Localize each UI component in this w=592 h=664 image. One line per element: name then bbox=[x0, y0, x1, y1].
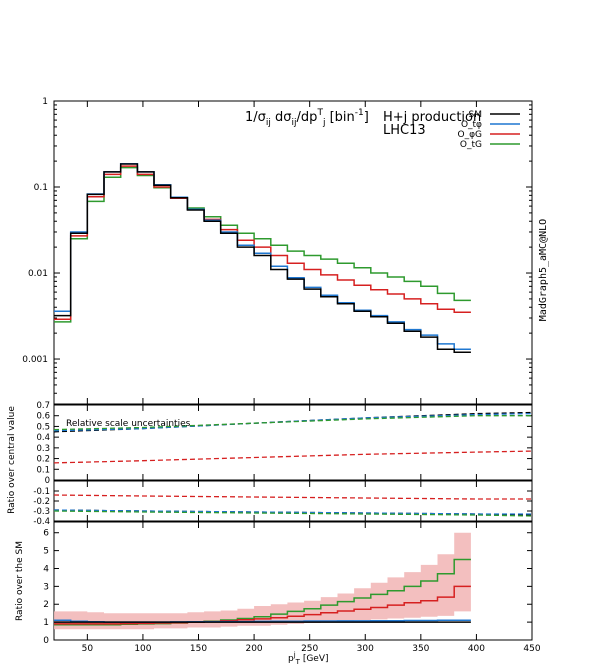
x-tick-label: 300 bbox=[357, 644, 374, 654]
main-series-SM bbox=[54, 163, 471, 353]
ratio-y-tick-label: 1 bbox=[43, 618, 49, 628]
scale-lower-tick-label: -0.2 bbox=[33, 497, 50, 507]
ratio-y-tick-label: 2 bbox=[43, 600, 49, 610]
x-tick-label: 50 bbox=[82, 644, 94, 654]
ratio-y-ticks: 0 1 2 3 4 5 6 bbox=[43, 529, 532, 646]
ratio-y-tick-label: 3 bbox=[43, 582, 49, 592]
main-histogram-lines bbox=[54, 163, 471, 353]
x-axis-ticks: 50 100 150 200 250 300 350 400 450 bbox=[82, 101, 541, 654]
ratio-band-area bbox=[54, 532, 471, 630]
ratio-uncertainty-band bbox=[54, 532, 471, 630]
x-tick-label: 200 bbox=[245, 644, 262, 654]
main-series-O_phiG bbox=[54, 165, 471, 321]
legend-label-otg: O_tG bbox=[460, 140, 482, 150]
main-y-tick-label: 0.01 bbox=[28, 269, 48, 279]
main-y-ticks: 1 0.1 0.01 0.001 bbox=[22, 97, 532, 405]
scale-line-O_tphi-down bbox=[53, 509, 532, 515]
process-label: H+j production bbox=[383, 110, 481, 125]
main-y-tick-label: 0.001 bbox=[22, 355, 48, 365]
x-tick-label: 450 bbox=[523, 644, 540, 654]
ratio-y-tick-label: 4 bbox=[43, 564, 49, 574]
main-panel-frame bbox=[53, 100, 533, 405]
x-tick-label: 250 bbox=[301, 644, 318, 654]
scale-lower-frame bbox=[53, 480, 533, 522]
legend-label-sm: SM bbox=[469, 110, 482, 120]
ratio-y-tick-label: 6 bbox=[43, 529, 49, 539]
generator-label: MadGraph5_aMC@NLO bbox=[538, 219, 549, 321]
scale-upper-tick-label: 0 bbox=[45, 476, 50, 486]
ratio-series-O_phiG bbox=[54, 585, 471, 625]
main-title-text: 1/σ bbox=[245, 110, 266, 125]
x-tick-label: 100 bbox=[134, 644, 151, 654]
scale-line-O_tG-up bbox=[53, 415, 532, 431]
ratio-lines bbox=[54, 558, 471, 626]
main-y-tick-label: 1 bbox=[42, 97, 48, 107]
x-tick-label: 400 bbox=[468, 644, 485, 654]
scale-upper-frame bbox=[53, 404, 533, 481]
collider-label: LHC13 bbox=[383, 123, 426, 138]
x-tick-label: 350 bbox=[412, 644, 429, 654]
x-axis-label: pjT [GeV] bbox=[288, 651, 329, 664]
scale-line-O_phiG-up bbox=[53, 450, 533, 464]
legend-label-otphi: O_tφ bbox=[461, 120, 482, 130]
scale-lower-tick-label: -0.3 bbox=[33, 507, 50, 517]
scale-lower-tick-label: -0.1 bbox=[33, 487, 50, 497]
scale-upper-tick-label: 0.5 bbox=[36, 422, 50, 432]
legend-label-ophig: O_φG bbox=[458, 130, 483, 140]
scale-upper-tick-label: 0.6 bbox=[36, 412, 50, 422]
legend: SM O_tφ O_φG O_tG bbox=[458, 110, 520, 150]
ratio-y-tick-label: 5 bbox=[43, 547, 49, 557]
scale-line-SM-down bbox=[53, 509, 533, 516]
main-title: 1/σij dσij/dpTj [bin-1] bbox=[245, 108, 369, 128]
scale-lower-tick-label: -0.4 bbox=[33, 517, 50, 527]
main-series-O_tphi bbox=[54, 163, 471, 350]
ratio-y-tick-label: 0 bbox=[43, 636, 49, 646]
scale-line-O_tphi-up bbox=[53, 412, 533, 432]
scale-line-O_tG-down bbox=[53, 510, 533, 517]
main-series-O_tG bbox=[54, 166, 471, 323]
scale-upper-tick-label: 0.2 bbox=[36, 455, 50, 465]
main-y-tick-label: 0.1 bbox=[34, 183, 48, 193]
scale-line-O_phiG-down bbox=[53, 494, 532, 500]
ratio-ylabel: Ratio over the SM bbox=[15, 541, 25, 621]
ratio-panel-frame bbox=[53, 521, 533, 641]
scale-uncertainty-lines bbox=[53, 411, 533, 517]
scale-upper-tick-label: 0.4 bbox=[36, 433, 50, 443]
scale-upper-tick-label: 0.7 bbox=[36, 401, 50, 411]
x-tick-label: 150 bbox=[190, 644, 207, 654]
scale-ylabel: Ratio over central value bbox=[7, 406, 17, 514]
scale-annotation: Relative scale uncertainties bbox=[66, 419, 191, 429]
scale-upper-tick-label: 0.1 bbox=[36, 465, 50, 475]
scale-upper-tick-label: 0.3 bbox=[36, 444, 50, 454]
